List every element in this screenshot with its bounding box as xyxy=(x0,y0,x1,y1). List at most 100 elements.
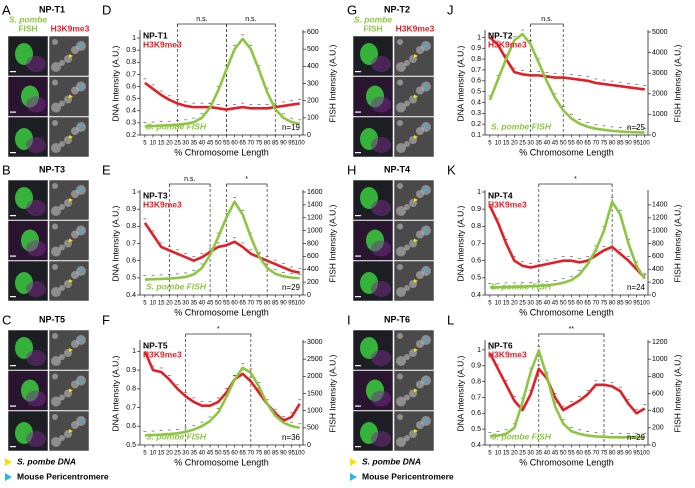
arrow-marker xyxy=(69,54,73,58)
x-tick-label: 75 xyxy=(256,451,263,457)
panel-letter: J xyxy=(447,2,454,17)
x-tick-label: 45 xyxy=(552,141,559,147)
x-tick-label: 55 xyxy=(223,451,230,457)
arrow-marker xyxy=(414,348,418,352)
y-tick-label: 0.7 xyxy=(471,394,481,401)
legend-marker xyxy=(5,458,12,466)
dna-glow xyxy=(26,56,46,72)
x-tick-label: 10 xyxy=(150,451,157,457)
y2-tick-label: 400 xyxy=(307,266,319,273)
scale-bar xyxy=(355,446,361,448)
y2-tick-label: 3000 xyxy=(652,70,668,77)
chromatin-spot xyxy=(404,285,410,291)
x-axis-title: % Chromosome Length xyxy=(174,457,269,467)
scale-bar xyxy=(10,215,16,217)
x-axis-title: % Chromosome Length xyxy=(174,147,269,157)
x-tick-label: 50 xyxy=(560,451,567,457)
y2-tick-label: 600 xyxy=(652,390,664,397)
axis-frame xyxy=(484,30,649,136)
chromatin-spot xyxy=(52,333,58,339)
arrow-marker xyxy=(414,238,418,243)
chromatin-spot xyxy=(71,127,79,135)
y-axis-title: DNA Intensity (A.U.) xyxy=(110,205,120,281)
x-tick-label: 30 xyxy=(182,141,189,147)
y-tick-label: 0.4 xyxy=(471,99,481,106)
y2-tick-label: 800 xyxy=(652,240,664,247)
panel-letter: G xyxy=(347,2,357,17)
scale-bar xyxy=(355,215,361,217)
y2-tick-label: 800 xyxy=(652,373,664,380)
significance-bracket xyxy=(530,23,564,27)
y2-tick-label: 1000 xyxy=(307,227,323,234)
x-tick-label: 85 xyxy=(272,451,279,457)
x-tick-label: 20 xyxy=(511,301,518,307)
y-tick-label: 0.6 xyxy=(126,83,136,90)
x-tick-label: 70 xyxy=(592,141,599,147)
y-tick-label: 0.8 xyxy=(126,386,136,393)
scale-bar xyxy=(355,111,361,113)
channel-label: S. pombe xyxy=(9,14,48,24)
x-tick-label: 70 xyxy=(592,301,599,307)
scale-bar xyxy=(10,446,16,448)
series-label: S. pombe FISH xyxy=(146,431,207,441)
x-tick-label: 5 xyxy=(488,451,492,457)
chromatin-spot xyxy=(71,271,79,279)
scale-bar xyxy=(10,296,16,298)
dna-glow xyxy=(371,56,391,72)
dna-glow xyxy=(26,350,46,366)
chromatin-spot xyxy=(52,183,58,189)
chromatin-spot xyxy=(71,230,79,239)
series-label: H3K9me3 xyxy=(143,349,182,359)
x-tick-label: 75 xyxy=(601,301,608,307)
arrow-marker xyxy=(79,378,83,383)
y2-tick-label: 1000 xyxy=(652,227,668,234)
significance-bracket xyxy=(538,183,613,187)
x-tick-label: 65 xyxy=(584,451,591,457)
x-tick-label: 35 xyxy=(190,451,197,457)
axis-frame xyxy=(484,190,649,296)
chromatin-spot xyxy=(52,120,58,126)
y-tick-label: 0.7 xyxy=(471,240,481,247)
arrow-marker xyxy=(79,125,83,129)
x-tick-label: 100 xyxy=(295,141,306,147)
series-line xyxy=(488,32,645,134)
chromatin-spot xyxy=(416,380,424,389)
y2-axis-title: FISH Intensity (A.U.) xyxy=(672,354,682,432)
x-tick-label: 90 xyxy=(280,141,287,147)
chromatin-spot xyxy=(71,380,79,389)
x-tick-label: 65 xyxy=(584,141,591,147)
y2-tick-label: 600 xyxy=(307,29,319,36)
chromatin-spot xyxy=(404,354,410,360)
x-tick-label: 35 xyxy=(190,141,197,147)
dna-glow xyxy=(371,137,391,153)
chromatin-spot xyxy=(397,223,403,230)
x-tick-label: 30 xyxy=(527,141,534,147)
panel-letter: F xyxy=(102,312,110,327)
dna-glow xyxy=(26,240,46,257)
x-tick-label: 50 xyxy=(215,451,222,457)
chromatin-spot xyxy=(416,127,424,135)
y2-tick-label: 1200 xyxy=(652,339,668,346)
chromatin-spot xyxy=(51,246,61,257)
y-tick-label: 0.2 xyxy=(126,132,136,139)
x-tick-label: 80 xyxy=(609,301,616,307)
x-tick-label: 90 xyxy=(280,301,287,307)
y-axis-title: DNA Intensity (A.U.) xyxy=(455,355,465,431)
legend-label: S. pombe DNA xyxy=(362,456,421,466)
x-tick-label: 60 xyxy=(576,301,583,307)
y-tick-label: 0.4 xyxy=(471,292,481,299)
significance-bracket xyxy=(185,333,252,337)
x-tick-label: 100 xyxy=(640,141,651,147)
series-label: H3K9me3 xyxy=(488,39,527,49)
arrow-marker xyxy=(79,44,83,48)
arrow-marker xyxy=(424,44,428,48)
x-tick-label: 45 xyxy=(207,451,214,457)
arrow-marker xyxy=(69,135,73,139)
x-tick-label: 15 xyxy=(503,451,510,457)
y2-tick-label: 1200 xyxy=(307,215,323,222)
y2-tick-label: 1000 xyxy=(307,408,323,415)
significance-label: * xyxy=(217,326,220,333)
x-tick-label: 85 xyxy=(272,141,279,147)
chromatin-spot xyxy=(397,39,403,45)
chromatin-spot xyxy=(396,246,406,257)
